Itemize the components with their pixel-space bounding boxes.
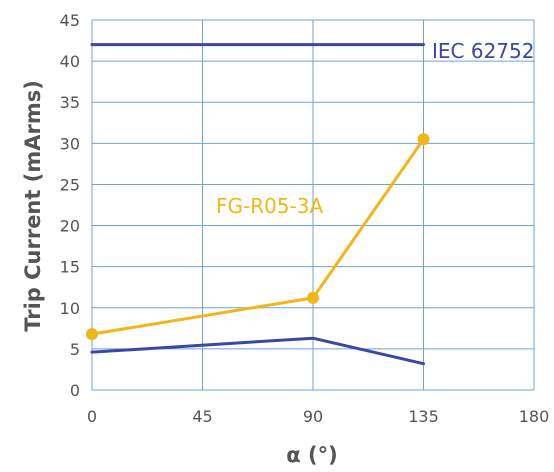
data-point xyxy=(417,133,430,146)
y-tick-label: 40 xyxy=(60,52,80,71)
series-layer xyxy=(86,43,430,366)
x-tick-label: 0 xyxy=(87,407,97,426)
y-tick-label: 0 xyxy=(70,381,80,400)
y-tick-label: 5 xyxy=(70,340,80,359)
series-label-iec-62752: IEC 62752 xyxy=(432,39,534,63)
y-tick-label: 10 xyxy=(60,299,80,318)
data-point xyxy=(307,291,319,304)
x-tick-label: 45 xyxy=(192,407,212,426)
x-axis-title: α (°) xyxy=(286,443,337,467)
data-point xyxy=(86,328,98,341)
y-tick-label: 45 xyxy=(60,11,80,30)
grid xyxy=(91,19,535,391)
y-axis-title: Trip Current (mArms) xyxy=(21,80,45,332)
y-tick-label: 15 xyxy=(60,258,80,277)
tick-labels: 0 45 90 135 180 0 5 10 15 20 25 30 35 40 45 xyxy=(60,11,550,426)
y-tick-label: 25 xyxy=(60,175,80,194)
x-tick-label: 135 xyxy=(408,407,439,426)
y-tick-label: 30 xyxy=(60,134,80,153)
x-tick-label: 90 xyxy=(303,407,323,426)
y-tick-label: 20 xyxy=(60,217,80,236)
series-line-1 xyxy=(90,137,425,336)
series-label-fg-r05-3a: FG-R05-3A xyxy=(216,194,324,218)
y-tick-label: 35 xyxy=(60,93,80,112)
x-tick-label: 180 xyxy=(519,407,550,426)
series-line-2 xyxy=(90,336,425,366)
